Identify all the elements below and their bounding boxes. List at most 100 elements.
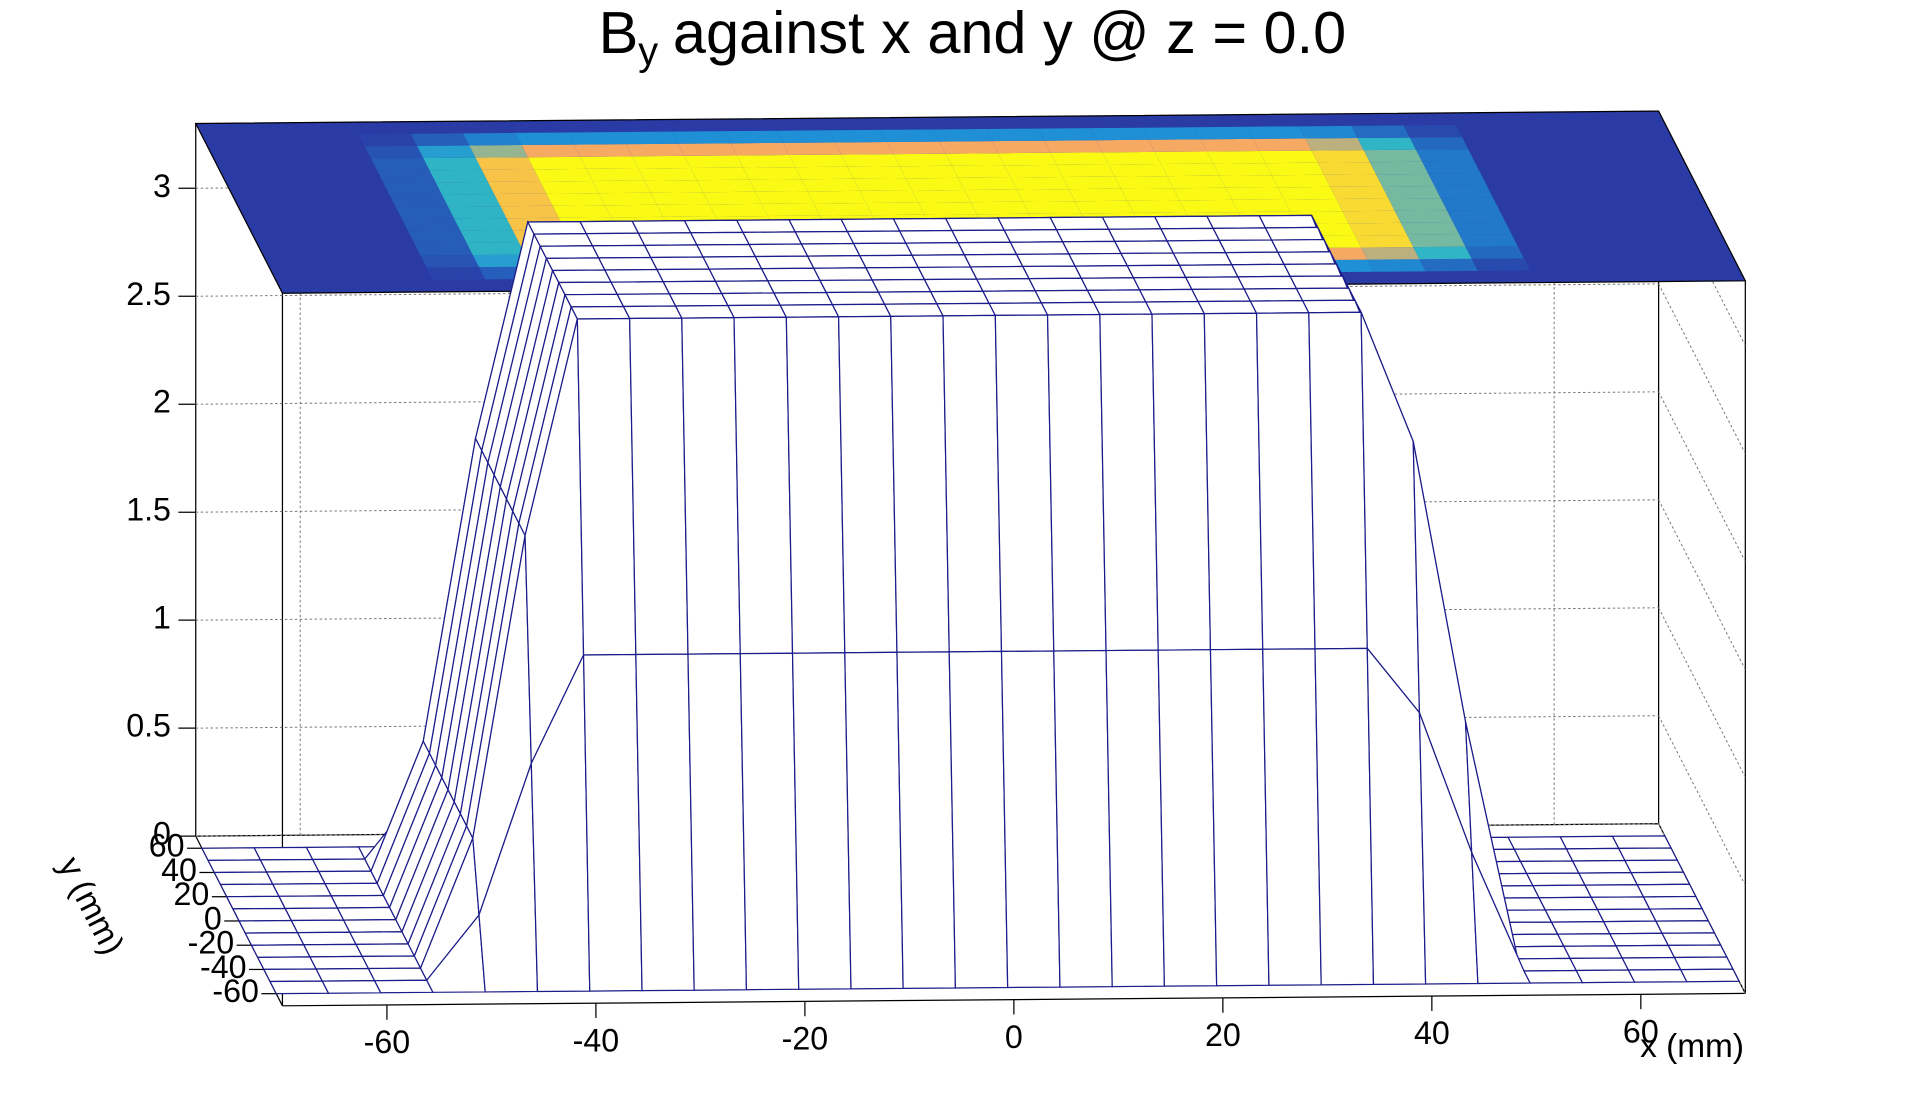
projection-cell: [1231, 199, 1291, 213]
surface-cell: [1661, 932, 1722, 946]
surface-cell: [714, 280, 775, 295]
projection-cell: [1108, 164, 1168, 177]
surface-cell: [695, 243, 757, 258]
projection-cell: [1194, 126, 1254, 140]
projection-cell: [1394, 210, 1454, 223]
projection-cell: [985, 128, 1045, 142]
surface-cell: [1080, 277, 1141, 291]
surface-cell: [1590, 896, 1651, 911]
surface-cell: [1209, 648, 1270, 987]
surface-cell: [1569, 957, 1630, 972]
projection-cell: [371, 158, 430, 171]
surface-cell: [317, 870, 379, 885]
projection-cell: [454, 218, 513, 231]
projection-cell: [1010, 177, 1069, 190]
projection-cell: [1336, 198, 1395, 212]
surface-cell: [683, 219, 744, 234]
surface-cell: [200, 847, 262, 862]
surface-cell: [342, 918, 403, 933]
projection-cell: [847, 166, 906, 179]
surface-cell: [1034, 289, 1095, 304]
projection-cell: [782, 142, 842, 155]
surface-cell: [674, 304, 736, 319]
surface-cell: [1243, 287, 1304, 302]
projection-cell: [1219, 175, 1278, 188]
surface-cell: [662, 280, 723, 295]
projection-cell: [1096, 139, 1155, 153]
surface-cell: [1105, 649, 1166, 988]
surface-cell: [1046, 313, 1107, 652]
surface-cell: [533, 232, 594, 247]
surface-cell: [1531, 884, 1593, 899]
projection-cell: [389, 194, 449, 207]
grid-line: [1658, 283, 1746, 454]
projection-cell: [1369, 161, 1429, 175]
surface-cell: [355, 943, 416, 958]
x-tick-label: -20: [782, 1021, 829, 1057]
projection-cell: [414, 242, 473, 256]
projection-cell: [1253, 138, 1312, 151]
surface-cell: [1021, 265, 1083, 280]
surface-cell: [1308, 311, 1368, 650]
surface-cell: [1617, 847, 1679, 862]
projection-cell: [1121, 188, 1180, 201]
surface-cell: [1608, 932, 1670, 947]
surface-cell: [277, 895, 339, 910]
surface-cell: [1562, 945, 1624, 959]
projection-cell: [592, 180, 651, 194]
projection-cell: [1471, 258, 1531, 271]
projection-cell: [1016, 189, 1076, 202]
surface-cell: [526, 220, 588, 235]
projection-cell: [1400, 222, 1460, 235]
projection-cell: [1367, 259, 1426, 272]
surface-cell: [585, 232, 646, 247]
surface-cell: [324, 882, 385, 897]
surface-cell: [1003, 229, 1064, 243]
surface-cell: [720, 292, 782, 307]
surface-cell: [238, 919, 299, 934]
projection-cell: [1102, 151, 1161, 165]
projection-cell: [1154, 151, 1214, 165]
z-tick-label: 2.5: [126, 276, 171, 312]
surface-cell: [944, 217, 1006, 232]
surface-cell: [629, 317, 689, 656]
projection-cell: [1271, 174, 1331, 188]
projection-cell: [358, 133, 418, 147]
surface-cell: [1673, 956, 1734, 971]
surface-cell: [904, 242, 966, 256]
surface-cell: [837, 315, 898, 654]
z-tick-label: 0.5: [126, 708, 171, 744]
projection-cell: [475, 157, 535, 170]
surface-cell: [963, 253, 1024, 268]
surface-cell: [1015, 253, 1077, 268]
surface-cell: [1092, 301, 1154, 316]
projection-cell: [795, 166, 854, 180]
projection-cell: [1434, 185, 1494, 199]
projection-cell: [426, 267, 486, 280]
surface-cell: [1538, 896, 1599, 911]
surface-cell: [557, 281, 619, 296]
surface-cell: [831, 303, 892, 318]
projection-cell: [1363, 149, 1423, 163]
surface-cell: [668, 292, 729, 307]
grid-line: [195, 391, 1659, 405]
surface-cell: [846, 230, 907, 245]
projection-cell: [998, 152, 1057, 166]
surface-cell: [631, 219, 692, 234]
projection-cell: [1206, 150, 1266, 164]
projection-cell: [1351, 125, 1410, 138]
projection-cell: [1160, 163, 1220, 177]
surface-cell: [1224, 251, 1286, 266]
projection-cell: [1428, 173, 1487, 187]
surface-cell: [1040, 301, 1101, 316]
projection-cell: [1044, 140, 1103, 153]
surface-cell: [348, 931, 410, 945]
surface-cell: [1262, 648, 1322, 986]
surface-cell: [1157, 649, 1218, 987]
surface-cell: [806, 255, 867, 269]
surface-cell: [1138, 288, 1200, 303]
projection-cell: [1453, 221, 1512, 235]
surface-cell: [741, 231, 803, 246]
projection-cell: [383, 182, 442, 195]
projection-cell: [580, 156, 639, 169]
